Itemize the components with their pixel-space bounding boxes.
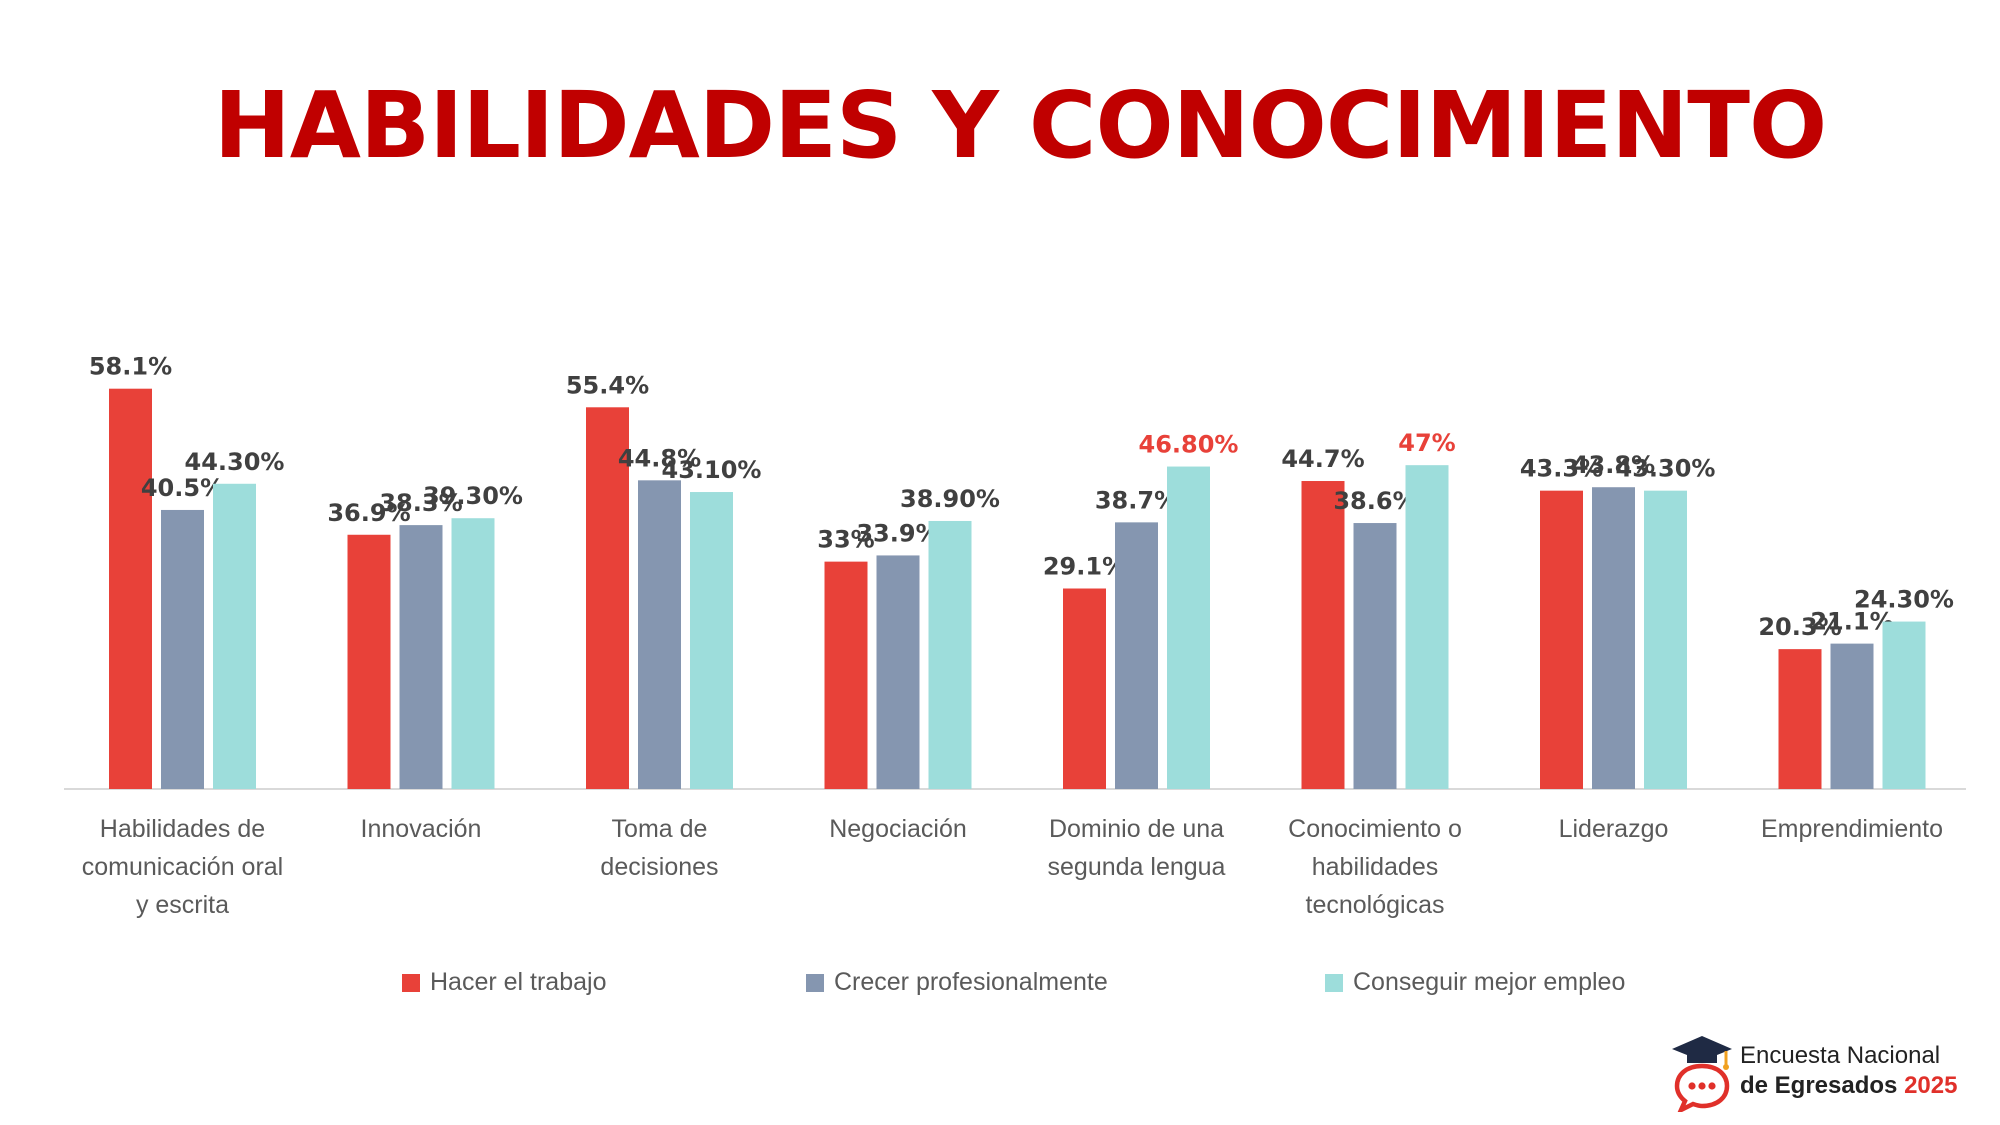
- data-label-1-0: 40.5%: [141, 474, 224, 502]
- bar-0-5: [1301, 481, 1345, 789]
- chart-title: HABILIDADES Y CONOCIMIENTO: [213, 72, 1827, 179]
- legend-label-1: Crecer profesionalmente: [834, 968, 1108, 996]
- data-label-2-0: 44.30%: [185, 448, 285, 476]
- data-label-0-2: 55.4%: [566, 371, 649, 399]
- category-label-5: Conocimiento o habilidades tecnológicas: [1288, 815, 1462, 919]
- data-label-0-7: 20.3%: [1758, 613, 1841, 641]
- bar-1-2: [638, 480, 681, 789]
- data-label-2-7: 24.30%: [1854, 586, 1954, 614]
- legend-swatch-1: [806, 973, 824, 992]
- bar-1-6: [1592, 487, 1635, 789]
- category-label-3: Negociación: [829, 815, 967, 843]
- data-label-1-3: 33.9%: [856, 519, 939, 547]
- bar-0-1: [347, 534, 391, 789]
- brand-line-2-text: de Egresados: [1740, 1072, 1898, 1099]
- bar-2-4: [1167, 466, 1210, 789]
- bar-2-3: [928, 520, 972, 789]
- bar-1-4: [1115, 522, 1158, 789]
- legend-item-1: Crecer profesionalmente: [806, 968, 1108, 997]
- bar-2-2: [690, 492, 733, 789]
- bar-1-3: [876, 555, 920, 789]
- legend-item-0: Hacer el trabajo: [402, 968, 606, 997]
- brand-line-2: de Egresados 2025: [1740, 1072, 1957, 1100]
- legend-swatch-2: [1325, 973, 1343, 992]
- data-label-2-1: 39.30%: [423, 482, 523, 510]
- legend-item-2: Conseguir mejor empleo: [1325, 968, 1625, 997]
- data-label-0-4: 29.1%: [1043, 553, 1126, 581]
- category-label-0: Habilidades de comunicación oral y escri…: [81, 815, 284, 919]
- bar-1-5: [1353, 523, 1397, 789]
- data-label-1-7: 21.1%: [1810, 608, 1893, 636]
- data-label-2-2: 43.10%: [662, 456, 762, 484]
- data-label-0-1: 36.9%: [327, 499, 410, 527]
- data-label-1-1: 38.3%: [379, 489, 462, 517]
- survey-logo: Encuesta Nacional de Egresados 2025: [1670, 1032, 1980, 1112]
- bar-0-3: [824, 561, 868, 789]
- bar-2-0: [213, 483, 256, 789]
- category-label-7: Emprendimiento: [1760, 815, 1944, 843]
- category-label-4: Dominio de una segunda lengua: [1047, 815, 1226, 881]
- data-label-0-0: 58.1%: [89, 353, 172, 381]
- bar-0-0: [109, 388, 152, 789]
- bar-0-6: [1540, 490, 1583, 789]
- data-label-1-4: 38.7%: [1095, 486, 1178, 514]
- brand-year: 2025: [1904, 1072, 1958, 1099]
- data-label-2-4: 46.80%: [1139, 431, 1239, 459]
- data-label-0-6: 43.3%: [1520, 455, 1603, 483]
- bar-0-7: [1778, 649, 1822, 789]
- category-label-6: Liderazgo: [1558, 815, 1669, 843]
- graduation-cap-chat-icon: [1672, 1036, 1732, 1112]
- bar-2-7: [1882, 621, 1926, 789]
- data-label-2-3: 38.90%: [900, 485, 1000, 513]
- data-label-1-2: 44.8%: [618, 444, 701, 472]
- bar-1-1: [399, 525, 443, 789]
- bar-0-4: [1063, 588, 1106, 789]
- data-label-2-5: 47%: [1398, 429, 1455, 457]
- legend: Hacer el trabajo Crecer profesionalmente C…: [0, 968, 2000, 1008]
- data-label-1-6: 43.8%: [1572, 451, 1655, 479]
- bar-2-1: [451, 518, 495, 789]
- category-label-1: Innovación: [360, 815, 482, 843]
- bar-1-7: [1830, 643, 1874, 789]
- bar-1-0: [161, 509, 204, 789]
- legend-label-2: Conseguir mejor empleo: [1353, 968, 1626, 996]
- data-label-2-6: 43.30%: [1616, 455, 1716, 483]
- data-label-0-5: 44.7%: [1281, 445, 1364, 473]
- brand-line-1: Encuesta Nacional: [1740, 1042, 1941, 1069]
- bar-2-5: [1405, 465, 1449, 789]
- data-label-0-3: 33%: [817, 526, 874, 554]
- category-label-2: Toma de decisiones: [600, 815, 719, 881]
- data-label-1-5: 38.6%: [1333, 487, 1416, 515]
- bar-0-2: [586, 407, 629, 789]
- legend-swatch-0: [402, 973, 420, 992]
- legend-label-0: Hacer el trabajo: [430, 968, 607, 996]
- bar-2-6: [1644, 490, 1687, 789]
